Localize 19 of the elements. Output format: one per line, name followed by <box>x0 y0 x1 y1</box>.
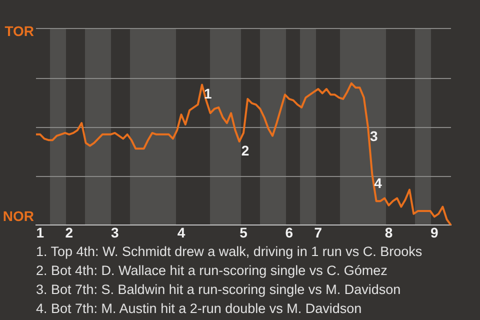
x-tick-label: 4 <box>177 224 186 240</box>
annotation: 1 <box>204 86 212 102</box>
x-tick-label: 2 <box>65 224 74 240</box>
annotation: 2 <box>241 142 250 158</box>
x-tick-label: 7 <box>314 224 322 240</box>
x-tick-label: 3 <box>110 224 119 240</box>
x-tick-label: 6 <box>285 224 294 240</box>
x-tick-label: 5 <box>240 224 248 240</box>
text: 2. Bot 4th: D. Wallace hit a run-scoring single vs C. Gómez <box>36 262 388 280</box>
text: 1. Top 4th: W. Schmidt drew a walk, driving in 1 run vs C. Brooks <box>36 243 424 261</box>
text: 4. Bot 7th: M. Austin hit a 2-run double vs M. Davidson <box>36 300 363 318</box>
annotation: 4 <box>374 174 382 191</box>
x-tick-label: 8 <box>384 224 393 240</box>
x-tick-label: 9 <box>430 224 438 240</box>
annotation: 3 <box>370 128 378 144</box>
text: NOR <box>2 208 34 224</box>
x-tick-label: 1 <box>36 224 44 240</box>
text: 3. Bot 7th: S. Baldwin hit a run-scoring single vs M. Davidson <box>36 281 402 299</box>
text: TOR <box>4 22 34 39</box>
